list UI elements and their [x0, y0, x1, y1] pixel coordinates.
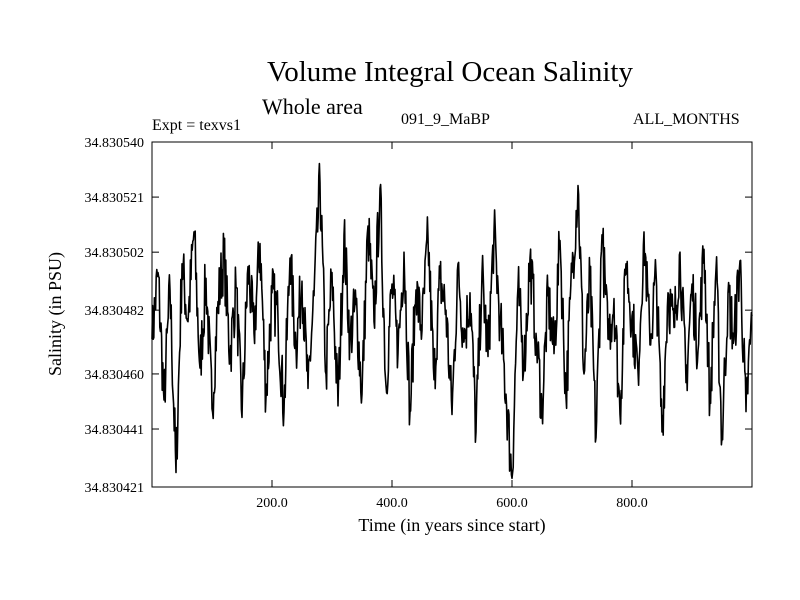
salinity-series-line — [151, 162, 753, 480]
x-tick-label: 800.0 — [616, 496, 648, 511]
y-axis-label: Salinity (in PSU) — [45, 252, 66, 376]
y-tick-label: 34.830421 — [85, 481, 145, 496]
months-label: ALL_MONTHS — [633, 111, 740, 128]
chart-title: Volume Integral Ocean Salinity — [267, 56, 633, 88]
y-tick-label: 34.830482 — [85, 304, 145, 319]
x-axis-label: Time (in years since start) — [358, 515, 545, 536]
x-tick-label: 200.0 — [256, 496, 288, 511]
y-tick-label: 34.830441 — [85, 423, 145, 438]
chart-subtitle: Whole area — [262, 94, 363, 119]
run-label: 091_9_MaBP — [401, 111, 490, 128]
y-tick-label: 34.830521 — [85, 191, 145, 206]
experiment-label: Expt = texvs1 — [152, 117, 242, 134]
plot-frame — [151, 141, 753, 488]
y-tick-label: 34.830460 — [85, 368, 145, 383]
y-tick-label: 34.830502 — [85, 246, 145, 261]
x-tick-label: 400.0 — [376, 496, 408, 511]
y-tick-label: 34.830540 — [85, 136, 145, 151]
x-tick-label: 600.0 — [496, 496, 528, 511]
